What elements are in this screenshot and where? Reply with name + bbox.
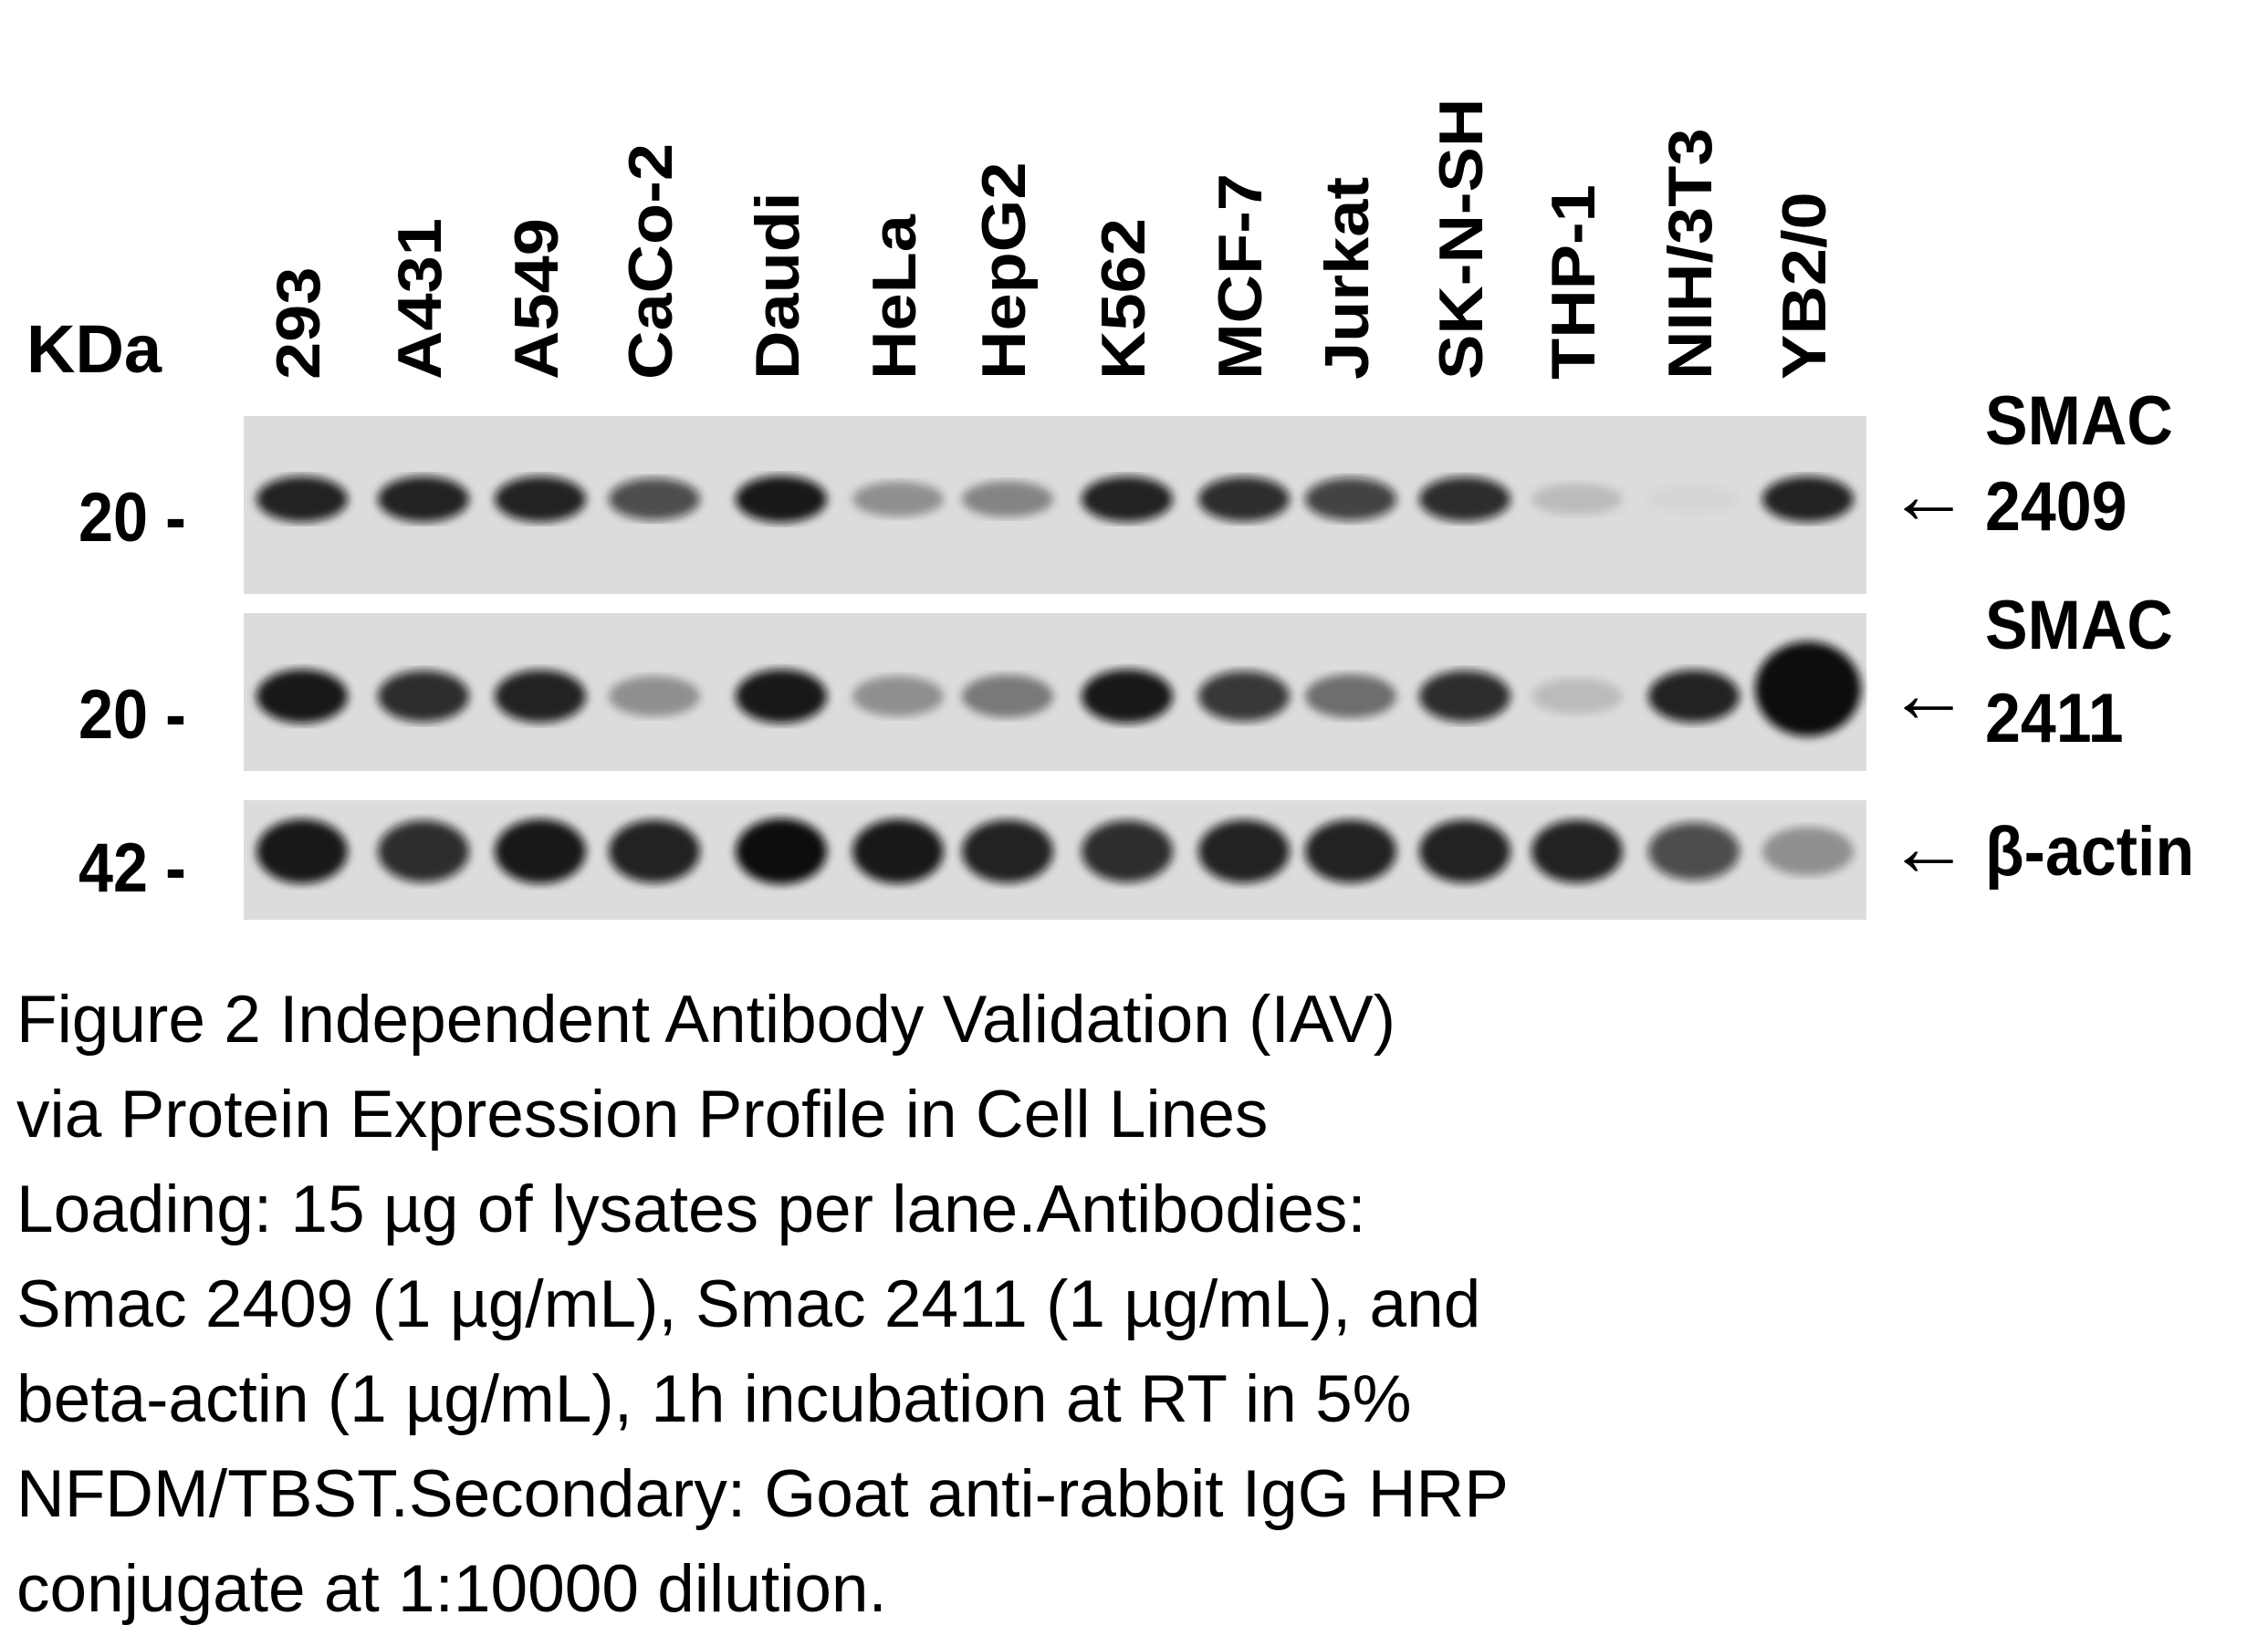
band (1648, 670, 1740, 723)
band (1305, 819, 1396, 883)
band (852, 818, 944, 884)
caption-line: Smac 2409 (1 µg/mL), Smac 2411 (1 µg/mL)… (16, 1267, 1481, 1341)
caption-line: conjugate at 1:10000 dilution. (16, 1552, 887, 1626)
band (852, 675, 944, 717)
band (495, 818, 586, 884)
band (962, 674, 1053, 718)
caption-line: via Protein Expression Profile in Cell L… (16, 1078, 1269, 1151)
band (1531, 819, 1623, 883)
band (736, 818, 827, 884)
band (1648, 485, 1740, 514)
band (495, 670, 586, 723)
band (1305, 674, 1396, 718)
band (1419, 819, 1510, 883)
label-smac: SMAC (1985, 587, 2173, 664)
band (1198, 476, 1290, 522)
arrow-left-icon: ← (1887, 802, 1970, 893)
caption-line: Loading: 15 µg of lysates per lane.Antib… (16, 1172, 1366, 1246)
band (1762, 827, 1854, 876)
band (1762, 476, 1854, 522)
band (1755, 641, 1861, 736)
figure-caption: Figure 2 Independent Antibody Validation… (16, 973, 1509, 1636)
band (962, 481, 1053, 517)
band (1305, 477, 1396, 521)
band (378, 820, 469, 882)
caption-line: beta-actin (1 µg/mL), 1h incubation at R… (16, 1362, 1412, 1436)
arrow-left-icon: ← (1887, 450, 1970, 541)
caption-line: NFDM/TBST.Secondary: Goat anti-rabbit Ig… (16, 1457, 1509, 1531)
band (1082, 669, 1173, 724)
label-2411: 2411 (1985, 680, 2124, 757)
band (1531, 483, 1623, 516)
label-smac: SMAC (1985, 382, 2173, 460)
band (1531, 678, 1623, 714)
band (1082, 820, 1173, 882)
band (378, 670, 469, 723)
band (1082, 476, 1173, 522)
marker-42kda: 42 - (78, 829, 186, 907)
band (495, 476, 586, 522)
band (609, 819, 700, 883)
band (852, 481, 944, 517)
band (1198, 819, 1290, 883)
band (256, 818, 348, 884)
band (736, 669, 827, 724)
band (1648, 822, 1740, 881)
marker-20kda-2: 20 - (78, 676, 186, 754)
label-beta-actin: β-actin (1985, 813, 2195, 891)
band (1198, 671, 1290, 722)
kda-label: KDa (26, 311, 162, 387)
band (256, 476, 348, 522)
band (256, 669, 348, 724)
label-2409: 2409 (1985, 468, 2127, 546)
band (378, 476, 469, 522)
band (962, 819, 1053, 883)
band (609, 675, 700, 717)
marker-20kda-1: 20 - (78, 479, 186, 557)
band (609, 478, 700, 520)
caption-line: Figure 2 Independent Antibody Validation… (16, 983, 1396, 1057)
band (736, 475, 827, 523)
arrow-left-icon: ← (1887, 649, 1970, 740)
band (1419, 670, 1510, 723)
band (1419, 476, 1510, 522)
